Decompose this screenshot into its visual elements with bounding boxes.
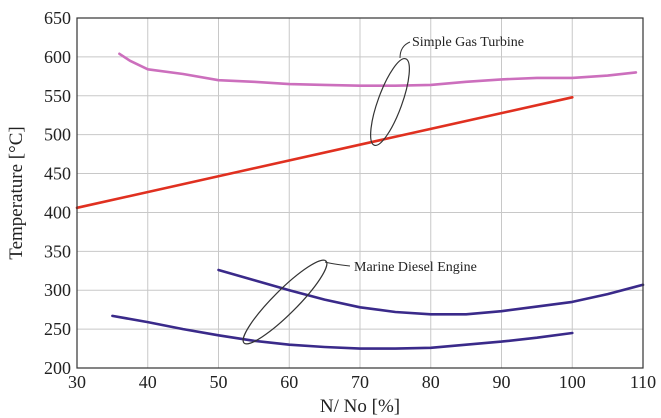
y-tick-label: 450 bbox=[44, 164, 71, 184]
gas-turbine-upper-line bbox=[118, 52, 638, 87]
y-tick-label: 250 bbox=[44, 319, 71, 339]
plot-frame bbox=[76, 17, 644, 369]
diesel-leader bbox=[324, 261, 351, 267]
x-tick-label: 50 bbox=[210, 372, 228, 392]
x-tick-label: 110 bbox=[630, 372, 656, 392]
y-axis-title: Temperature [°C] bbox=[6, 126, 27, 259]
caption-fragment: pong bbox=[234, 0, 266, 1]
x-tick-label: 80 bbox=[422, 372, 440, 392]
x-tick-label: 40 bbox=[139, 372, 157, 392]
x-tick-label: 30 bbox=[68, 372, 86, 392]
y-tick-label: 650 bbox=[44, 8, 71, 28]
diesel-lower-line bbox=[111, 314, 574, 350]
y-tick-label: 600 bbox=[44, 47, 71, 67]
x-tick-label: 100 bbox=[559, 372, 586, 392]
y-axis-ticks: 200 250 300 350 400 450 500 550 600 650 bbox=[44, 8, 71, 378]
diesel-ellipse bbox=[242, 259, 328, 345]
grid bbox=[77, 18, 643, 368]
x-axis-ticks: 30 40 50 60 70 80 90 100 110 bbox=[68, 372, 656, 392]
gas-turbine-ellipse bbox=[370, 57, 410, 147]
y-tick-label: 300 bbox=[44, 280, 71, 300]
y-tick-label: 550 bbox=[44, 86, 71, 106]
x-tick-label: 70 bbox=[351, 372, 369, 392]
y-tick-label: 500 bbox=[44, 125, 71, 145]
diesel-label: Marine Diesel Engine bbox=[354, 260, 477, 275]
gas-turbine-annotation: Simple Gas Turbine bbox=[370, 35, 524, 147]
y-tick-label: 400 bbox=[44, 202, 71, 222]
diesel-annotation: Marine Diesel Engine bbox=[242, 259, 477, 345]
y-tick-label: 200 bbox=[44, 358, 71, 378]
gas-turbine-leader bbox=[399, 41, 411, 59]
y-tick-label: 350 bbox=[44, 241, 71, 261]
gas-turbine-label: Simple Gas Turbine bbox=[412, 35, 524, 50]
series-group bbox=[75, 52, 645, 350]
x-tick-label: 60 bbox=[280, 372, 298, 392]
x-tick-label: 90 bbox=[493, 372, 511, 392]
gas-turbine-lower-line bbox=[75, 96, 574, 210]
diesel-upper-line bbox=[217, 268, 645, 316]
x-axis-title: N/ No [%] bbox=[320, 396, 400, 417]
